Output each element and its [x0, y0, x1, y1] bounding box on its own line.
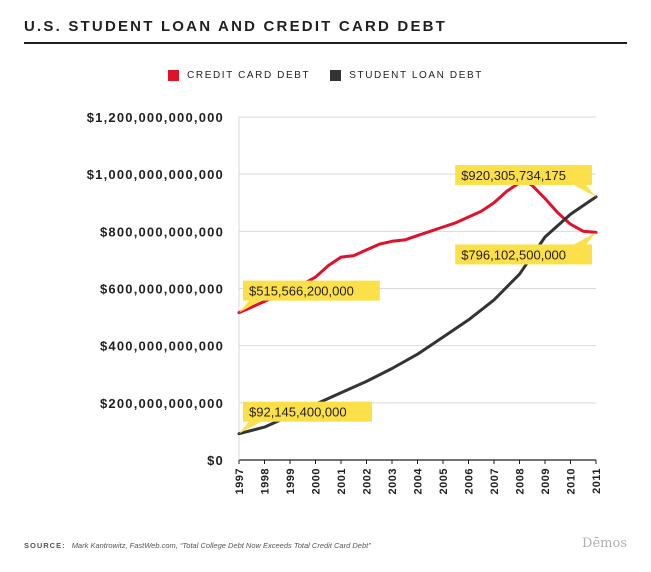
- callout-pointer: [239, 300, 261, 313]
- x-tick-label: 2007: [489, 468, 501, 494]
- x-tick-label: 1997: [234, 468, 246, 494]
- series-layer: [237, 179, 598, 436]
- source-label: SOURCE:: [24, 541, 66, 550]
- callout-pointer: [239, 421, 261, 434]
- x-tick-label: 2010: [566, 468, 578, 494]
- source-note: SOURCE: Mark Kantrowitz, FastWeb.com, “T…: [24, 541, 371, 550]
- legend-swatch-credit-card: [168, 70, 180, 81]
- callout-label: $92,145,400,000: [249, 405, 347, 420]
- callout-1: $92,145,400,000: [239, 401, 372, 434]
- y-tick-label: $0: [207, 453, 224, 468]
- x-tick-label: 2000: [311, 468, 323, 494]
- callout-box: [243, 280, 380, 301]
- callout-0: $515,566,200,000: [239, 280, 380, 313]
- callout-3: $796,102,500,000: [455, 232, 596, 265]
- callout-label: $920,305,734,175: [461, 168, 566, 183]
- x-tick-label: 2011: [591, 468, 603, 494]
- callout-label: $796,102,500,000: [461, 247, 566, 262]
- title-rule: [24, 42, 627, 44]
- y-tick-label: $200,000,000,000: [100, 396, 224, 411]
- y-tick-label: $600,000,000,000: [100, 282, 224, 297]
- legend-swatch-student-loan: [330, 70, 342, 81]
- brand-logo: Dēmos: [582, 536, 627, 551]
- callout-box: [455, 244, 592, 265]
- y-tick-label: $800,000,000,000: [100, 224, 224, 239]
- x-tick-label: 2009: [540, 468, 552, 494]
- legend-item-credit-card: CREDIT CARD DEBT: [168, 70, 310, 81]
- legend-label-student-loan: STUDENT LOAN DEBT: [349, 70, 483, 81]
- x-tick-label: 2005: [438, 468, 450, 494]
- callout-2: $920,305,734,175: [455, 164, 596, 197]
- callout-box: [243, 401, 372, 422]
- callout-layer: $515,566,200,000 $92,145,400,000 $920,305,…: [239, 164, 596, 434]
- x-tick-label: 1998: [260, 468, 272, 494]
- callout-pointer: [574, 184, 596, 197]
- x-tick-label: 1999: [285, 468, 297, 494]
- legend-item-student-loan: STUDENT LOAN DEBT: [330, 70, 483, 81]
- callout-label: $515,566,200,000: [249, 284, 354, 299]
- x-tick-label: 2006: [464, 468, 476, 494]
- legend-label-credit-card: CREDIT CARD DEBT: [187, 70, 311, 81]
- x-tick-label: 2004: [413, 468, 425, 495]
- series-line-student-loan: [237, 195, 598, 436]
- x-tick-label: 2001: [336, 468, 348, 494]
- x-tick-label: 2002: [362, 468, 374, 494]
- y-tick-label: $1,200,000,000,000: [87, 110, 224, 125]
- source-citation: Mark Kantrowitz, FastWeb.com, “Total Col…: [71, 541, 371, 550]
- x-tick-label: 2003: [387, 468, 399, 494]
- axis-layer: $0 $200,000,000,000 $400,000,000,000 $600,0…: [87, 110, 603, 494]
- x-tick-label: 2008: [515, 468, 527, 494]
- callout-pointer: [574, 232, 596, 245]
- chart-title: U.S. STUDENT LOAN AND CREDIT CARD DEBT: [24, 18, 448, 35]
- legend: CREDIT CARD DEBT STUDENT LOAN DEBT: [0, 70, 651, 81]
- y-tick-label: $1,000,000,000,000: [87, 167, 224, 182]
- callout-box: [455, 164, 592, 185]
- y-tick-label: $400,000,000,000: [100, 339, 224, 354]
